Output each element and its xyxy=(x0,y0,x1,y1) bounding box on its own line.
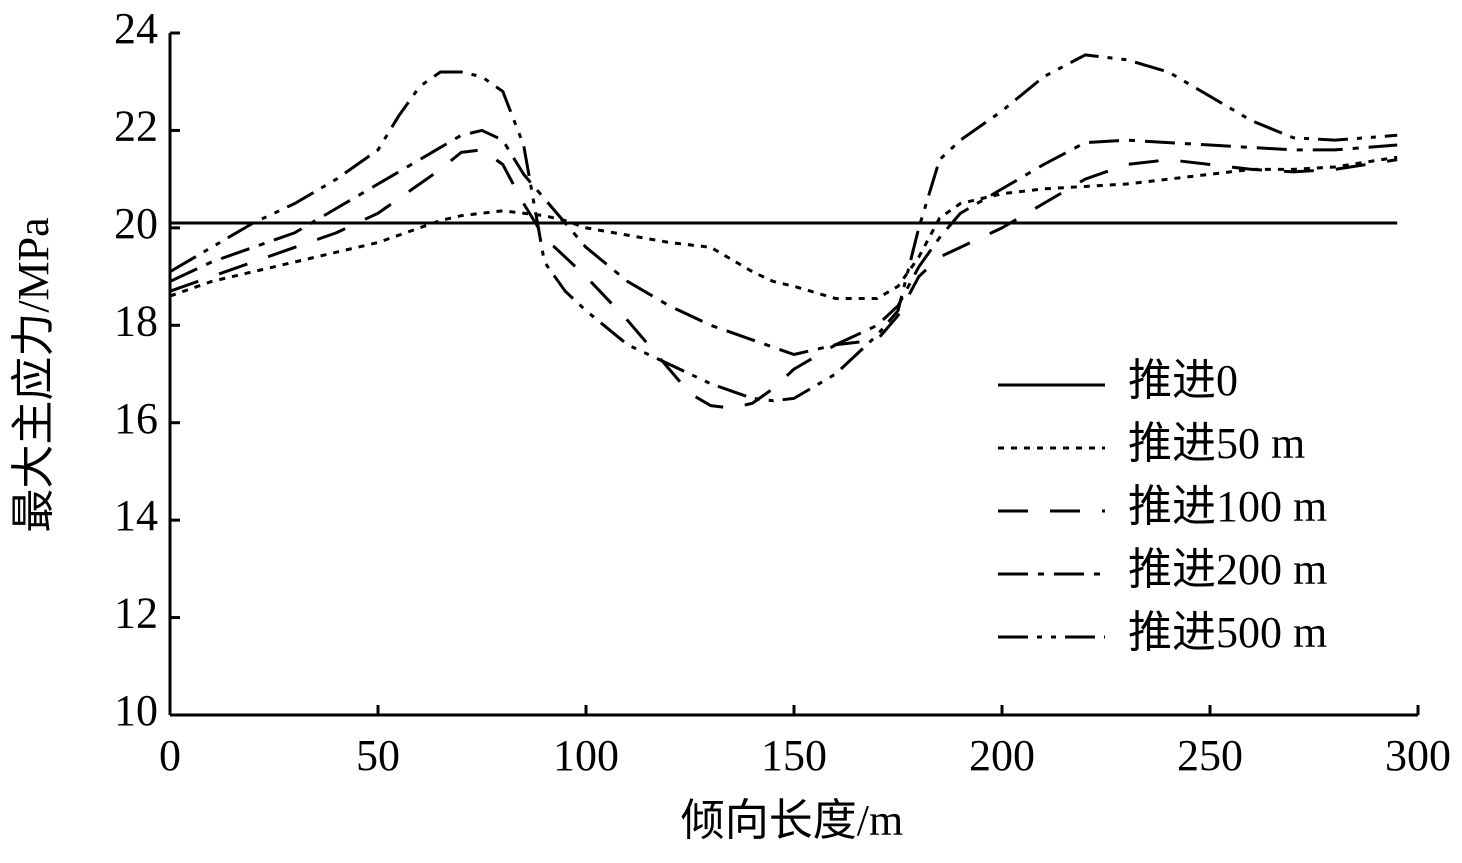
legend-label: 推进100 m xyxy=(1128,482,1327,531)
x-tick-label: 50 xyxy=(356,731,400,780)
x-tick-label: 100 xyxy=(553,731,619,780)
data-line xyxy=(169,128,1398,357)
legend-label: 推进200 m xyxy=(1128,545,1327,594)
x-tick-label: 250 xyxy=(1177,731,1243,780)
data-line xyxy=(169,53,1398,403)
data-line xyxy=(169,148,1398,410)
y-tick-label: 22 xyxy=(114,102,158,151)
x-tick-label: 300 xyxy=(1385,731,1451,780)
x-tick-label: 150 xyxy=(761,731,827,780)
x-tick-label: 0 xyxy=(159,731,181,780)
data-line xyxy=(169,155,1398,300)
y-tick-label: 12 xyxy=(114,589,158,638)
y-tick-label: 10 xyxy=(114,686,158,735)
y-tick-label: 20 xyxy=(114,199,158,248)
legend-label: 推进0 xyxy=(1128,356,1238,405)
x-axis-label: 倾向长度/m xyxy=(681,796,903,845)
x-tick-label: 200 xyxy=(969,731,1035,780)
y-tick-label: 14 xyxy=(114,491,158,540)
y-axis-label: 最大主应力/MPa xyxy=(9,217,58,532)
legend-label: 推进500 m xyxy=(1128,608,1327,657)
y-tick-label: 24 xyxy=(114,4,158,53)
legend-label: 推进50 m xyxy=(1128,419,1305,468)
y-tick-label: 16 xyxy=(114,394,158,443)
y-tick-label: 18 xyxy=(114,296,158,345)
